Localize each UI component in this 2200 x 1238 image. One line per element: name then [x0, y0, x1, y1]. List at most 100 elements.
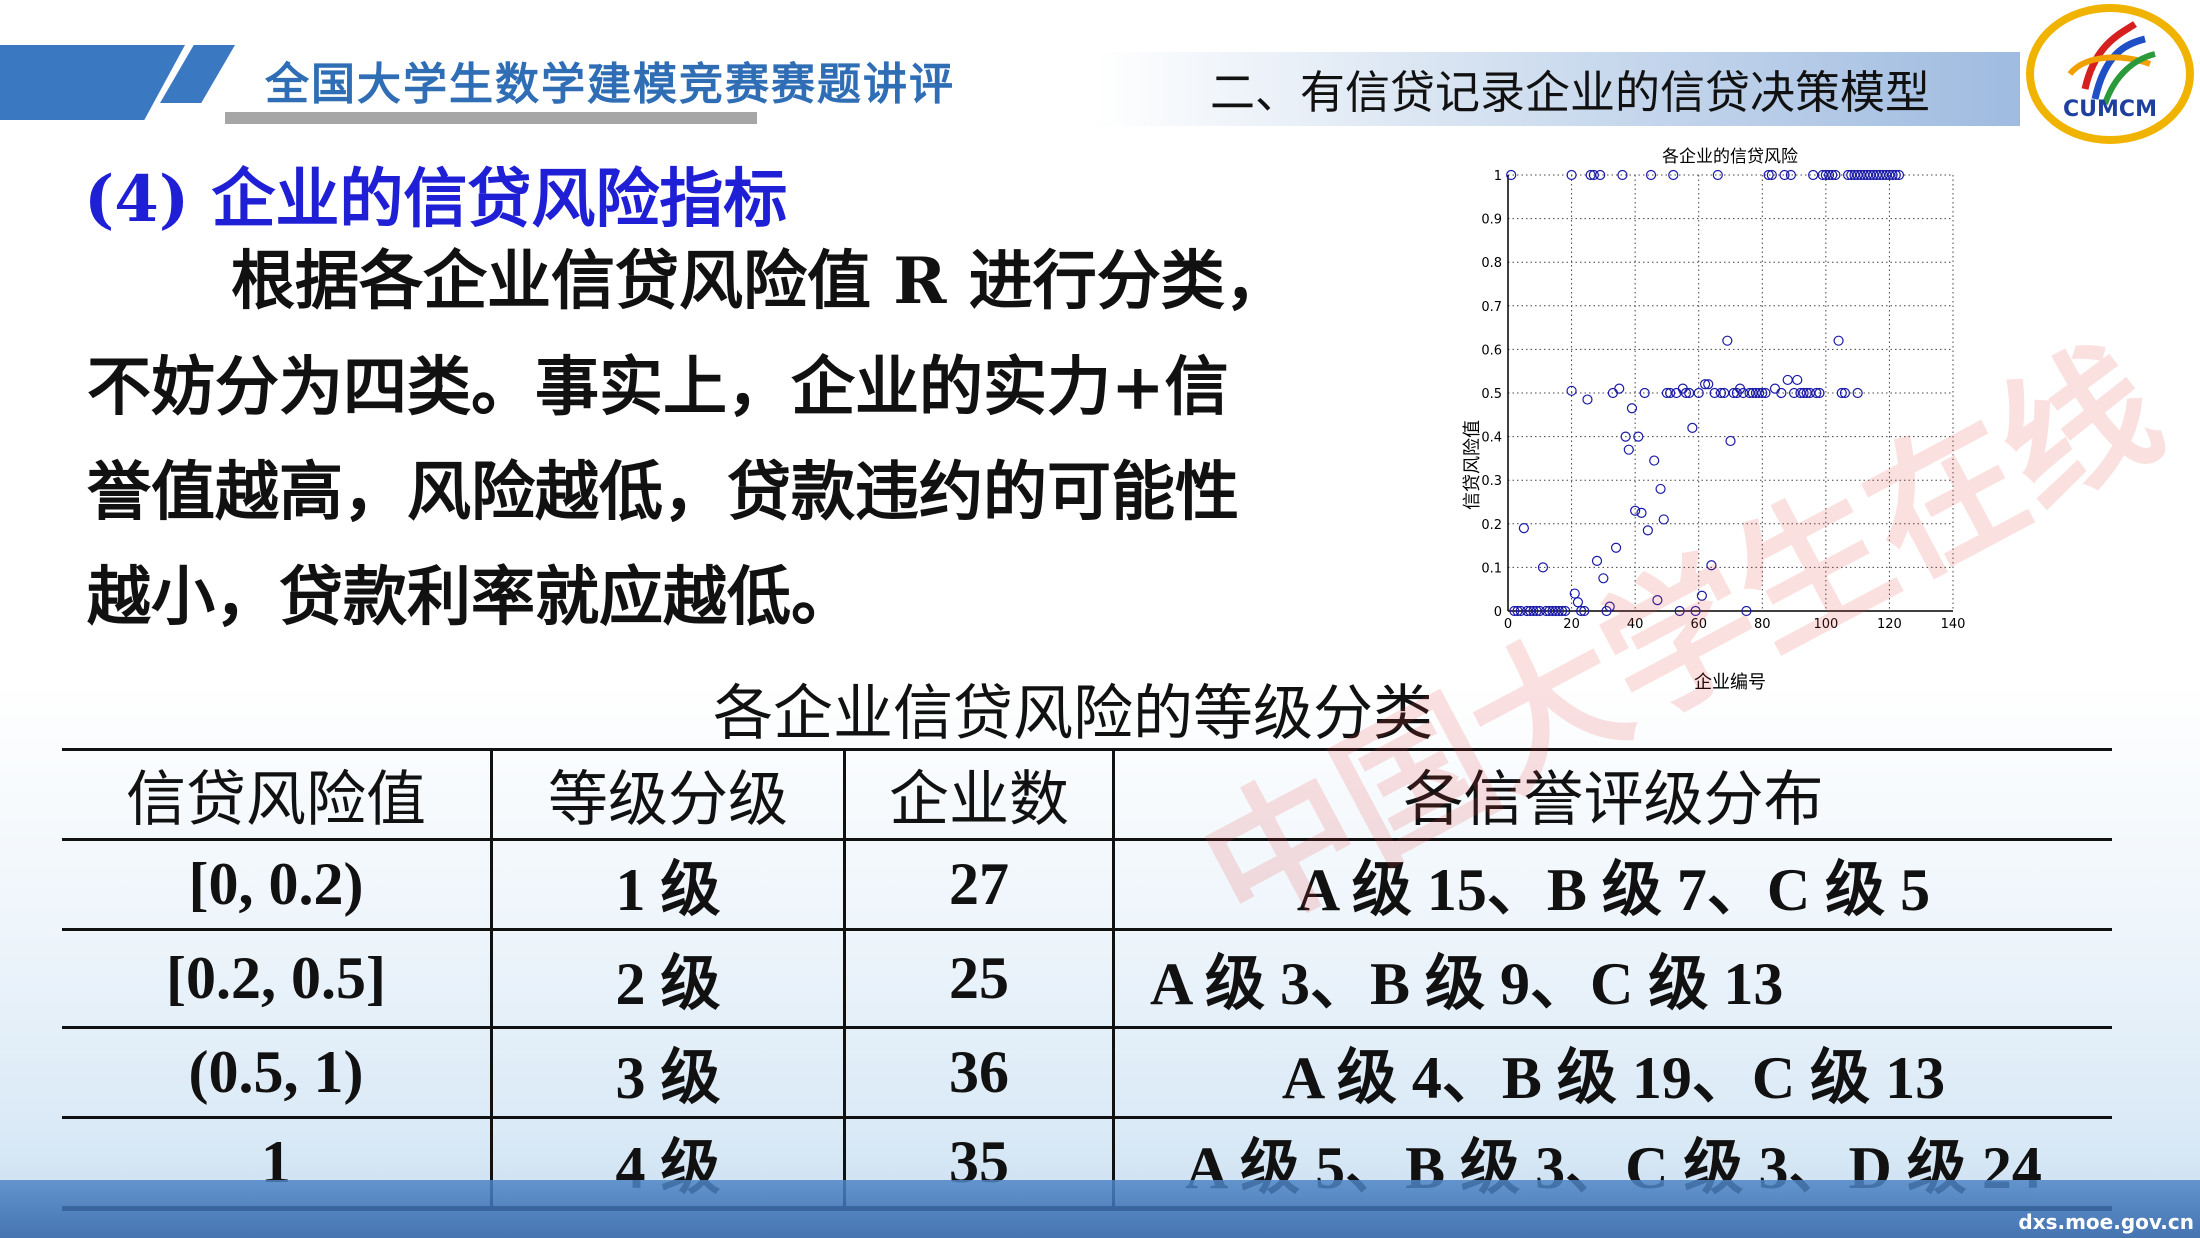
- data-point: [1798, 387, 1809, 399]
- y-tick-label: 1: [1494, 169, 1502, 184]
- y-tick-label: 0.8: [1481, 256, 1502, 271]
- data-point: [1566, 385, 1577, 396]
- data-point: [1509, 605, 1520, 617]
- data-point: [1725, 435, 1736, 447]
- data-point: [1528, 605, 1539, 617]
- data-point: [1626, 403, 1638, 414]
- table-header-row: 信贷风险值 等级分级 企业数 各信誉评级分布: [62, 748, 2112, 841]
- data-point: [1553, 605, 1564, 617]
- y-tick-label: 0.7: [1481, 300, 1502, 315]
- data-point: [1630, 505, 1641, 516]
- chart-title: 各企业的信贷风险: [1662, 147, 1798, 167]
- y-tick-label: 0.1: [1481, 561, 1502, 576]
- data-point: [1601, 605, 1612, 617]
- data-point: [1839, 387, 1851, 399]
- data-point: [1658, 514, 1669, 525]
- data-point: [1852, 387, 1863, 399]
- cell: 2 级: [490, 928, 845, 1029]
- y-tick-label: 0.6: [1481, 343, 1502, 358]
- data-point: [1668, 169, 1679, 181]
- data-point: [1754, 387, 1765, 399]
- y-axis-label: 信贷风险值: [1462, 420, 1483, 510]
- data-point: [1699, 379, 1711, 390]
- data-point: [1712, 169, 1723, 181]
- x-axis-label: 企业编号: [1694, 672, 1766, 693]
- cell: 27: [843, 838, 1114, 931]
- x-tick-label: 140: [1941, 617, 1966, 632]
- y-tick-label: 0.4: [1481, 431, 1502, 446]
- col-header: 企业数: [843, 748, 1114, 841]
- data-point: [1827, 169, 1838, 181]
- x-tick-label: 100: [1813, 617, 1838, 632]
- data-point: [1887, 169, 1898, 181]
- cell: 3 级: [490, 1026, 845, 1119]
- data-point: [1582, 394, 1593, 405]
- footer-band: [0, 1180, 2200, 1238]
- data-point: [1642, 525, 1653, 536]
- paragraph-line: 誉值越高，风险越低，贷款违约的可能性: [87, 455, 1239, 530]
- x-tick-label: 40: [1627, 617, 1644, 632]
- paragraph-line: 不妨分为四类。事实上，企业的实力+信: [87, 350, 1229, 425]
- cell: 25: [843, 928, 1114, 1029]
- x-tick-label: 80: [1754, 617, 1771, 632]
- x-tick-label: 0: [1504, 617, 1512, 632]
- data-point: [1595, 169, 1606, 181]
- x-tick-label: 20: [1563, 617, 1580, 632]
- paragraph-line: 根据各企业信贷风险值 R 进行分类，: [231, 244, 1289, 319]
- data-point: [1560, 605, 1571, 617]
- data-point: [1636, 507, 1647, 518]
- footer-url: dxs.moe.gov.cn: [2018, 1210, 2194, 1234]
- data-point: [1655, 483, 1666, 495]
- data-point: [1715, 387, 1727, 399]
- cell: [0, 0.2): [62, 838, 492, 931]
- y-tick-label: 0.5: [1481, 387, 1502, 402]
- data-point: [1893, 169, 1905, 181]
- data-point: [1572, 597, 1584, 608]
- data-point: [1696, 590, 1707, 601]
- data-point: [1566, 169, 1577, 181]
- data-point: [1687, 422, 1698, 433]
- data-point: [1823, 169, 1835, 181]
- y-tick-label: 0.9: [1481, 213, 1502, 228]
- data-point: [1830, 169, 1841, 181]
- data-point: [1763, 169, 1774, 181]
- cell: A 级 3、B 级 9、C 级 13: [1112, 928, 2112, 1029]
- data-point: [1693, 387, 1704, 399]
- col-header: 信贷风险值: [62, 748, 492, 841]
- data-point: [1792, 374, 1803, 386]
- data-point: [1639, 387, 1650, 399]
- table-row: [0.2, 0.5] 2 级 25 A 级 3、B 级 9、C 级 13: [62, 928, 2112, 1029]
- x-tick-label: 120: [1877, 617, 1902, 632]
- data-point: [1690, 605, 1701, 617]
- data-point: [1614, 383, 1625, 394]
- paragraph-line: 越小，贷款利率就应越低。: [87, 560, 855, 635]
- section-title: 二、有信贷记录企业的信贷决策模型: [1210, 66, 1931, 119]
- data-point: [1680, 387, 1692, 399]
- data-point: [1623, 444, 1634, 455]
- data-point: [1620, 431, 1631, 442]
- data-point: [1722, 335, 1733, 346]
- logo-text: CUMCM: [2063, 97, 2157, 122]
- y-tick-label: 0: [1494, 605, 1502, 620]
- data-point: [1569, 588, 1580, 599]
- data-point: [1836, 387, 1847, 399]
- cell: A 级 4、B 级 19、C 级 13: [1112, 1026, 2112, 1119]
- data-point: [1537, 562, 1549, 573]
- data-point: [1591, 555, 1603, 566]
- data-point: [1598, 573, 1609, 584]
- cell: 1 级: [490, 838, 845, 931]
- data-point: [1652, 595, 1663, 606]
- data-point: [1674, 605, 1685, 617]
- course-title: 全国大学生数学建模竞赛赛题讲评: [265, 59, 955, 110]
- risk-level-table: 信贷风险值 等级分级 企业数 各信誉评级分布 [0, 0.2) 1 级 27 A 级 …: [62, 748, 2112, 1211]
- data-point: [1760, 387, 1771, 399]
- cell: 36: [843, 1026, 1114, 1119]
- data-point: [1579, 605, 1590, 617]
- col-header: 各信誉评级分布: [1112, 748, 2112, 841]
- cell: (0.5, 1): [62, 1026, 492, 1119]
- data-point: [1741, 605, 1752, 617]
- section-band: [1094, 52, 2020, 126]
- table-row: (0.5, 1) 3 级 36 A 级 4、B 级 19、C 级 13: [62, 1026, 2112, 1119]
- plot-area: [1508, 175, 1953, 611]
- data-point: [1766, 169, 1777, 181]
